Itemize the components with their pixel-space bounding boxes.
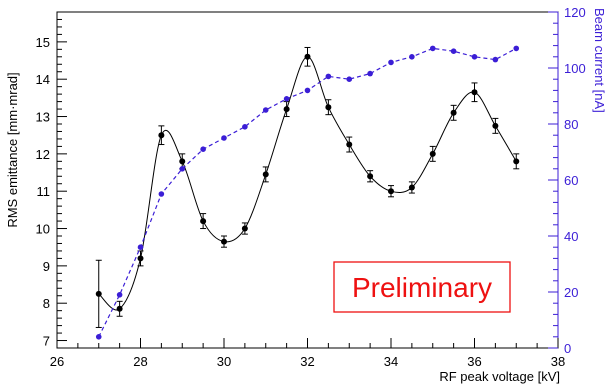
emittance-point xyxy=(95,290,102,297)
series-layer xyxy=(95,45,520,340)
beam-current-point xyxy=(346,76,353,82)
x-tick-label: 32 xyxy=(300,354,314,369)
emittance-point xyxy=(200,218,207,225)
emittance-point xyxy=(283,106,290,113)
beam-current-point xyxy=(283,96,290,102)
preliminary-badge-text: Preliminary xyxy=(352,272,492,303)
beam-current-point xyxy=(367,70,373,77)
y2-tick-label: 40 xyxy=(564,229,578,244)
emittance-point xyxy=(408,184,415,191)
emittance-point xyxy=(325,104,332,111)
beam-current-point xyxy=(200,146,206,152)
emittance-point xyxy=(262,171,269,178)
y-tick-label: 14 xyxy=(36,72,50,87)
beam-current-point xyxy=(492,56,499,63)
beam-current-point xyxy=(262,107,269,113)
beam-current-point xyxy=(409,54,415,60)
preliminary-badge: Preliminary xyxy=(333,261,511,313)
beam-current-point xyxy=(325,73,332,80)
y-tick-label: 10 xyxy=(36,222,50,237)
y2-tick-label: 60 xyxy=(564,173,578,188)
y2-axis-title: Beam current [nA] xyxy=(592,8,607,113)
emittance-point xyxy=(179,158,186,165)
axes-layer: 26 28 30 32 34 36 38 7 8 9 10 11 12 13 14 15 0 20 40 60 80 10… xyxy=(36,5,586,369)
x-tick-label: 38 xyxy=(551,354,565,369)
x-axis-title: RF peak voltage [kV] xyxy=(439,369,560,384)
emittance-point xyxy=(137,255,144,262)
beam-current-point xyxy=(95,334,102,340)
beam-current-point xyxy=(116,292,123,298)
y2-tick-label: 20 xyxy=(564,285,578,300)
x-tick-label: 28 xyxy=(133,354,147,369)
beam-current-point xyxy=(137,244,144,250)
beam-current-point xyxy=(429,45,436,52)
y-tick-label: 9 xyxy=(43,259,50,274)
x-tick-label: 36 xyxy=(467,354,481,369)
beam-current-point xyxy=(304,87,311,94)
emittance-point xyxy=(513,158,520,165)
beam-current-point xyxy=(388,59,394,66)
y2-tick-label: 100 xyxy=(564,61,586,76)
y2-tick-label: 120 xyxy=(564,5,586,20)
beam-current-point xyxy=(158,191,165,197)
beam-current-point xyxy=(513,45,520,52)
emittance-point xyxy=(116,305,123,312)
y2-tick-label: 0 xyxy=(564,341,571,356)
x-tick-label: 30 xyxy=(217,354,231,369)
y-tick-label: 12 xyxy=(36,147,50,162)
beam-current-point xyxy=(242,124,248,130)
x-tick-label: 26 xyxy=(50,354,64,369)
y-tick-label: 7 xyxy=(43,334,50,349)
emittance-point xyxy=(221,238,227,245)
emittance-point xyxy=(346,141,353,148)
emittance-point xyxy=(304,53,311,60)
x-tick-label: 34 xyxy=(384,354,398,369)
y-tick-label: 13 xyxy=(36,110,50,125)
y2-tick-label: 80 xyxy=(564,117,578,132)
y-tick-label: 15 xyxy=(36,35,50,50)
emittance-point xyxy=(388,188,394,195)
emittance-point xyxy=(450,109,457,116)
preliminary-badge-frame xyxy=(333,261,511,313)
emittance-point xyxy=(492,122,499,129)
beam-current-point xyxy=(179,166,186,172)
beam-current-point xyxy=(471,54,478,60)
y-tick-label: 11 xyxy=(37,184,51,199)
emittance-point xyxy=(471,89,478,96)
beam-current-point xyxy=(221,135,227,141)
emittance-point xyxy=(158,132,165,139)
emittance-point xyxy=(241,225,248,232)
y-axis-title: RMS emittance [mm·mrad] xyxy=(5,72,20,227)
y-tick-label: 8 xyxy=(43,296,50,311)
beam-current-point xyxy=(450,48,457,54)
emittance-point xyxy=(367,173,374,180)
emittance-point xyxy=(429,150,436,157)
